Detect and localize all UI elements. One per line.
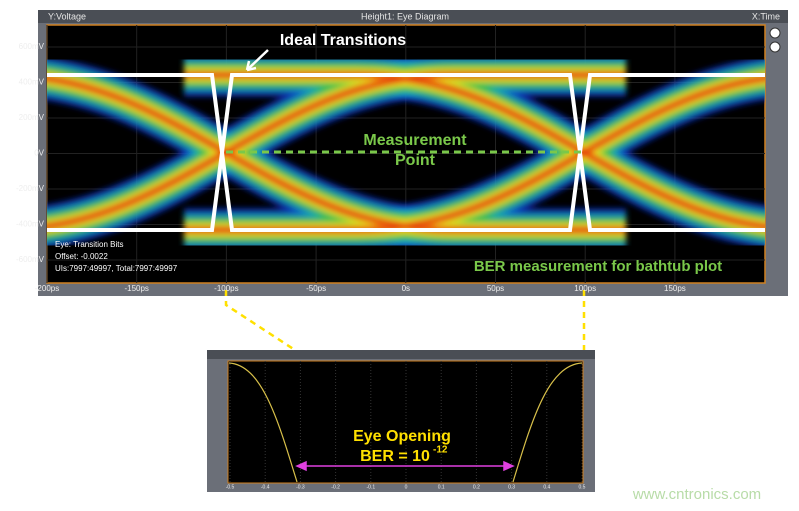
measurement-label: Measurement	[363, 132, 467, 149]
ideal-arrow	[245, 49, 269, 72]
bathtub-x-tick-label: 0.3	[508, 484, 515, 490]
ber-label: BER = 10	[360, 448, 430, 465]
bathtub-x-tick-label: -0.2	[331, 484, 340, 490]
watermark: www.cntronics.com	[632, 486, 761, 503]
x-tick-label: -200ps	[35, 284, 59, 293]
y-tick-label: 200mV	[19, 113, 45, 122]
x-tick-label: 150ps	[664, 284, 686, 293]
y-tick-label: 600mV	[19, 42, 45, 51]
info-box: Eye: Transition Bits Offset: -0.0022 UIs:7…	[55, 240, 178, 273]
x-tick-label: 100ps	[574, 284, 596, 293]
bathtub-x-tick-label: 0.4	[543, 484, 550, 490]
measurement-label: Point	[395, 152, 436, 169]
info-line: Eye: Transition Bits	[55, 240, 123, 249]
bathtub-x-tick-label: -0.5	[226, 484, 235, 490]
title-bar	[38, 10, 788, 23]
y-tick-label: -600mV	[16, 255, 45, 264]
zoom-icon[interactable]	[769, 41, 781, 53]
bathtub-x-tick-label: -0.1	[366, 484, 375, 490]
bathtub-x-tick-label: -0.3	[296, 484, 305, 490]
y-tick-label: 0V	[34, 149, 44, 158]
x-axis-label: X:Time	[752, 11, 780, 21]
connector	[224, 290, 299, 354]
bathtub-title-bar	[207, 350, 595, 359]
x-tick-label: 50ps	[487, 284, 504, 293]
ber-exponent: -12	[433, 445, 448, 456]
bathtub-curve	[228, 362, 583, 483]
ber-measurement-label: BER measurement for bathtub plot	[474, 258, 722, 275]
bathtub-grid	[229, 361, 583, 483]
scope-title: Height1: Eye Diagram	[361, 11, 449, 21]
bathtub-x-tick-label: 0.1	[438, 484, 445, 490]
info-line: Offset: -0.0022	[55, 252, 108, 261]
y-tick-label: -400mV	[16, 220, 45, 229]
bathtub-x-tick-label: 0	[405, 484, 408, 490]
info-line: UIs:7997:49997, Total:7997:49997	[55, 264, 178, 273]
bathtub-x-tick-label: 0.5	[579, 484, 586, 490]
y-axis-label: Y:Voltage	[48, 11, 86, 21]
ideal-transitions	[47, 73, 765, 232]
x-tick-label: -50ps	[306, 284, 326, 293]
y-tick-label: -200mV	[16, 184, 45, 193]
ideal-label: Ideal Transitions	[280, 32, 406, 49]
x-tick-label: -100ps	[214, 284, 238, 293]
y-tick-label: 400mV	[19, 78, 45, 87]
x-tick-label: 0s	[402, 284, 410, 293]
bathtub-x-tick-label: -0.4	[261, 484, 270, 490]
eye-opening-arrow	[295, 460, 515, 472]
eye-band	[184, 76, 765, 232]
x-tick-label: -150ps	[124, 284, 148, 293]
bathtub-x-tick-label: 0.2	[473, 484, 480, 490]
eye-opening-label: Eye Opening	[353, 428, 451, 445]
info-icon[interactable]	[769, 27, 781, 39]
